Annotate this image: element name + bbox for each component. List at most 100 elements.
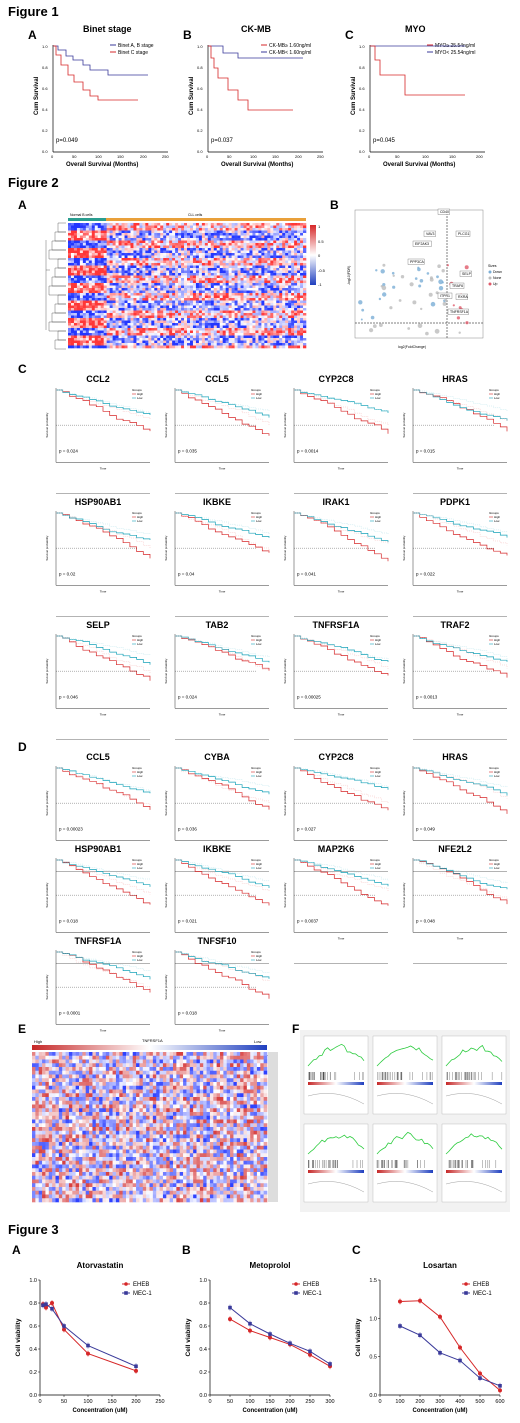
km-legend-high: High	[256, 515, 262, 519]
km-xlabel: Time	[338, 589, 345, 593]
km-p-value: p = 0.0013	[416, 694, 438, 699]
km-curve	[56, 859, 151, 905]
data-point	[458, 1358, 462, 1363]
km-ylabel: Survival probability	[164, 790, 168, 816]
km-xlabel: Time	[457, 936, 464, 940]
volcano-point	[381, 285, 387, 291]
data-point	[228, 1317, 232, 1322]
km-p-value: p = 0.018	[178, 1010, 197, 1015]
km-legend-high: High	[494, 638, 500, 642]
km-curve	[294, 767, 389, 788]
y-tick-label: 0.6	[199, 1324, 207, 1330]
km-title: CK-MB	[241, 24, 271, 34]
scale-m05: -0.5	[318, 268, 326, 273]
series-line-mec-1	[399, 1325, 501, 1387]
volcano-point	[380, 269, 385, 274]
km-gene-title: CYBA	[204, 752, 230, 762]
svg-text:1.0: 1.0	[197, 44, 203, 49]
series-line-eheb	[399, 1300, 501, 1391]
fig1-km-binet: Binet stage Cum Survival 0.0 0.2 0.4 0.6 0.8…	[34, 24, 169, 168]
gsea-panel	[303, 1035, 369, 1115]
km-legend-high: High	[375, 392, 381, 396]
km-ylabel: Survival probability	[45, 790, 49, 816]
p-value: p=0.037	[211, 138, 234, 144]
km-ylabel: Survival probability	[402, 658, 406, 684]
data-point	[438, 1351, 442, 1355]
data-point	[328, 1362, 332, 1366]
km-legend-low: Low	[137, 958, 143, 962]
figure-1-title: Figure 1	[8, 4, 59, 19]
y-tick-label: 0.0	[29, 1393, 37, 1399]
km-curve	[413, 512, 508, 556]
gsea-panel	[441, 1035, 507, 1115]
km-curve	[175, 859, 270, 906]
km-legend-high: High	[375, 862, 381, 866]
fig2-gsea-f	[300, 1030, 510, 1212]
km-xlabel: Time	[219, 589, 226, 593]
km-curve	[56, 512, 151, 559]
volcano-point	[444, 298, 448, 302]
svg-text:250: 250	[162, 154, 169, 159]
data-point	[498, 1388, 502, 1393]
y-tick-label: 0.8	[29, 1301, 37, 1307]
legend-1: Binet A, B stage	[118, 43, 154, 49]
km-legend-low: Low	[375, 866, 381, 870]
km-legend-low: Low	[494, 866, 500, 870]
figure-3-title: Figure 3	[8, 1222, 59, 1237]
km-ylabel: Survival probability	[45, 412, 49, 438]
svg-text:0.8: 0.8	[42, 65, 48, 70]
km-legend-title: Groups	[251, 634, 261, 638]
km-plot-tab2: TAB2 Survival probability Time GroupsHighLo…	[164, 620, 270, 740]
data-point	[62, 1327, 66, 1332]
y-tick-label: 0.6	[29, 1324, 37, 1330]
km-legend-low: Low	[256, 396, 262, 400]
km-curve	[294, 512, 389, 562]
km-p-value: p = 0.041	[297, 571, 316, 576]
km-legend-title: Groups	[132, 511, 142, 515]
km-curve	[56, 389, 151, 415]
fig2-volcano-b: -log10(FDR) log2(FoldChange) CD40 VAV3 PLC…	[347, 208, 502, 349]
km-plot-hsp90ab1: HSP90AB1 Survival probability Time GroupsHi…	[45, 497, 151, 617]
km-curve	[294, 859, 389, 906]
p-value: p=0.049	[56, 138, 79, 144]
fig3-chart-atorvastatin: Atorvastatin 0.0 0.2 0.4 0.6 0.8 1.0 0 50 100 150 2…	[15, 1261, 165, 1414]
data-point	[41, 1303, 45, 1308]
km-plot-ccl2: CCL2 Survival probability Time GroupsHighLo…	[45, 374, 151, 494]
km-legend-high: High	[137, 770, 143, 774]
data-point	[268, 1332, 272, 1336]
volcano-gene-label: PLCG1	[458, 232, 470, 236]
km-curve	[294, 389, 389, 413]
y-tick-label: 0.0	[199, 1393, 207, 1399]
series-myo-high	[370, 45, 465, 96]
km-curve	[413, 389, 508, 421]
km-legend-title: Groups	[132, 388, 142, 392]
km-curve	[413, 635, 508, 678]
km-curve	[56, 635, 151, 681]
km-curve	[56, 951, 151, 991]
volcano-point	[372, 324, 377, 328]
svg-text:50: 50	[227, 154, 232, 159]
volcano-gene-label: EIF2AK3	[415, 242, 429, 246]
gsea-panel	[372, 1035, 438, 1115]
fig2-panel-d-label: D	[18, 740, 27, 754]
svg-text:250: 250	[317, 154, 324, 159]
km-plot-hras: HRAS Survival probability Time GroupsHighLo…	[402, 374, 508, 494]
gsea-enrichment-line	[445, 1133, 503, 1155]
km-gene-title: PDPK1	[440, 497, 470, 507]
x-tick-label: 200	[131, 1399, 140, 1405]
km-p-value: p = 0.036	[178, 826, 197, 831]
legend-up: Up	[493, 282, 498, 286]
km-ylabel: Survival probability	[402, 882, 406, 908]
fig1-panel-b-label: B	[183, 28, 192, 42]
km-curve	[413, 859, 508, 900]
y-tick-label: 1.0	[199, 1278, 207, 1284]
km-curve	[175, 767, 270, 788]
svg-text:1.0: 1.0	[359, 44, 365, 49]
y-tick-label: 0.5	[369, 1355, 377, 1361]
km-xlabel: Time	[457, 844, 464, 848]
km-legend-title: Groups	[489, 858, 499, 862]
volcano-point	[418, 284, 422, 288]
data-point	[478, 1371, 482, 1376]
km-curve	[413, 859, 508, 905]
